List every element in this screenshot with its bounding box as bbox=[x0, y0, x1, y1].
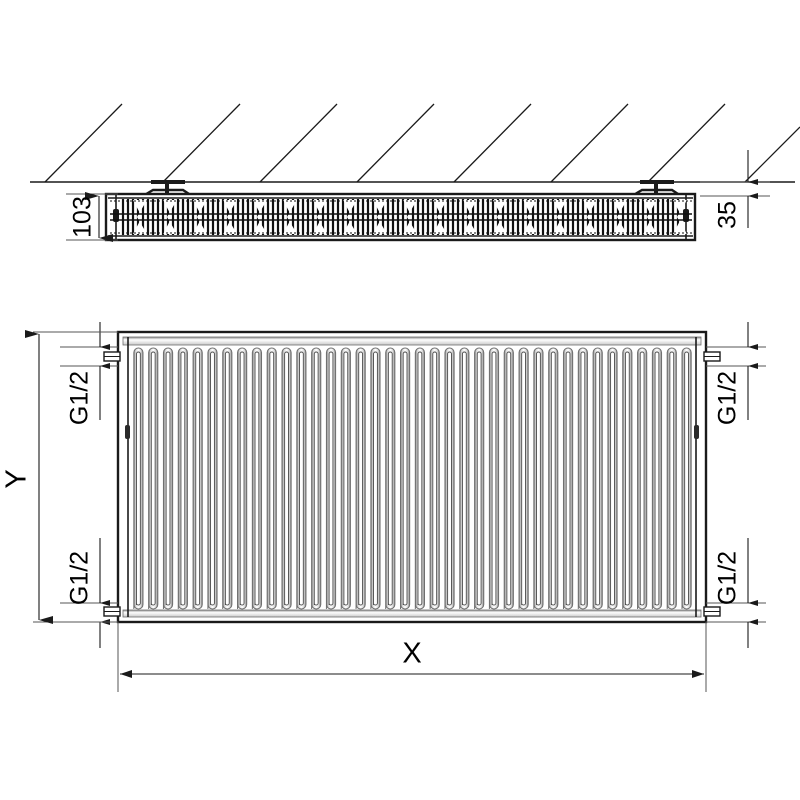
dimension-depth-103: 103 bbox=[66, 192, 118, 242]
wall-hatch-group bbox=[44, 103, 800, 183]
radiator-fin-core bbox=[639, 351, 645, 606]
radiator-fin-core bbox=[239, 351, 245, 606]
radiator-fin-core bbox=[328, 351, 334, 606]
front-elevation-view: G1/2 G1/2 G1/2 G1/2 bbox=[1, 322, 766, 692]
wall-gap-dimension-label: 35 bbox=[714, 201, 742, 229]
radiator-fin-core bbox=[461, 351, 467, 606]
convector-fin-pattern bbox=[110, 199, 692, 235]
radiator-fin-core bbox=[521, 351, 526, 606]
radiator-fin-core bbox=[654, 351, 660, 606]
dimension-conn-bottom-right: G1/2 bbox=[706, 538, 766, 648]
radiator-fin-core bbox=[550, 351, 556, 606]
dimension-conn-top-right: G1/2 bbox=[706, 322, 766, 425]
radiator-fin-core bbox=[195, 351, 201, 606]
radiator-fin-core bbox=[136, 351, 141, 606]
connection-top-left bbox=[103, 351, 121, 362]
radiator-fin-core bbox=[417, 351, 423, 606]
depth-dimension-label: 103 bbox=[69, 196, 97, 238]
conn-bottom-left-label: G1/2 bbox=[66, 551, 94, 605]
radiator-fin-core bbox=[387, 351, 393, 606]
radiator-fin-core bbox=[447, 351, 452, 606]
dimension-overall-width: X bbox=[117, 622, 707, 692]
side-section-view: 103 35 bbox=[30, 103, 800, 242]
radiator-fin-core bbox=[299, 351, 304, 606]
connection-bottom-right bbox=[703, 606, 721, 617]
radiator-fin-core bbox=[343, 351, 349, 606]
radiator-fin-core bbox=[254, 351, 260, 606]
radiator-fin-core bbox=[358, 351, 364, 606]
radiator-fin-core bbox=[269, 351, 275, 606]
overall-width-label: X bbox=[402, 638, 421, 670]
radiator-panel-outline bbox=[116, 330, 708, 624]
conn-top-right-label: G1/2 bbox=[714, 371, 742, 425]
radiator-fin-core bbox=[684, 351, 689, 606]
radiator-fin-core bbox=[669, 351, 675, 606]
overall-height-label: Y bbox=[1, 469, 33, 488]
radiator-fin-core bbox=[224, 351, 230, 606]
connection-bottom-left bbox=[103, 606, 121, 617]
radiator-fin-core bbox=[313, 351, 319, 606]
radiator-fin-core bbox=[402, 351, 408, 606]
radiator-fin-core bbox=[536, 351, 541, 606]
radiator-fin-core bbox=[624, 351, 630, 606]
radiator-fin-core bbox=[610, 351, 615, 606]
radiator-fin-core bbox=[506, 351, 512, 606]
radiator-fin-core bbox=[432, 351, 438, 606]
radiator-fin-core bbox=[595, 351, 601, 606]
radiator-fins-group bbox=[133, 347, 692, 610]
dimension-wall-gap-35: 35 bbox=[700, 150, 770, 229]
panel-bottom-rail bbox=[122, 609, 702, 618]
radiator-fin-core bbox=[491, 351, 497, 606]
dimension-conn-top-left: G1/2 bbox=[60, 322, 118, 425]
connection-top-right bbox=[703, 351, 721, 362]
radiator-fin-core bbox=[180, 351, 186, 606]
panel-top-rail bbox=[122, 336, 702, 346]
radiator-fin-core bbox=[150, 351, 156, 606]
dimension-conn-bottom-left: G1/2 bbox=[60, 538, 118, 648]
radiator-fin-core bbox=[476, 351, 482, 606]
radiator-fin-core bbox=[210, 351, 215, 606]
radiator-fin-core bbox=[373, 351, 378, 606]
conn-top-left-label: G1/2 bbox=[66, 371, 94, 425]
conn-bottom-right-label: G1/2 bbox=[714, 551, 742, 605]
radiator-fin-core bbox=[580, 351, 586, 606]
dimension-overall-height: Y bbox=[1, 330, 118, 624]
radiator-fin-core bbox=[284, 351, 289, 606]
radiator-fin-core bbox=[165, 351, 171, 606]
radiator-fin-core bbox=[565, 351, 571, 606]
